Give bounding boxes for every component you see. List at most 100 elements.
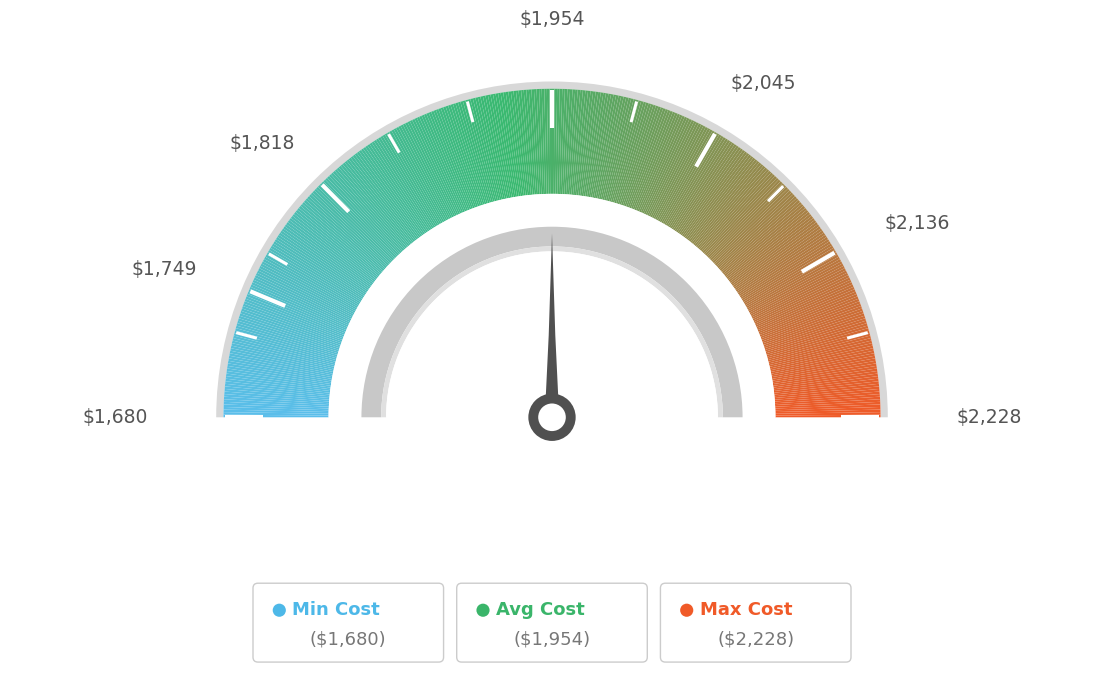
Wedge shape (683, 152, 747, 237)
Wedge shape (312, 190, 391, 264)
Wedge shape (633, 111, 673, 210)
Wedge shape (247, 292, 346, 333)
Wedge shape (747, 257, 840, 310)
Wedge shape (671, 140, 730, 230)
Wedge shape (242, 306, 342, 343)
Wedge shape (734, 226, 820, 289)
Wedge shape (275, 239, 364, 297)
Wedge shape (631, 110, 670, 209)
Wedge shape (296, 210, 379, 277)
Wedge shape (721, 202, 802, 272)
Wedge shape (757, 287, 854, 330)
Wedge shape (765, 321, 867, 353)
Wedge shape (273, 241, 363, 299)
Wedge shape (490, 94, 512, 198)
Wedge shape (448, 105, 482, 206)
Wedge shape (751, 268, 846, 317)
Wedge shape (245, 299, 343, 338)
Wedge shape (224, 400, 329, 407)
Wedge shape (607, 99, 636, 201)
Wedge shape (386, 251, 718, 417)
Wedge shape (774, 379, 879, 393)
Wedge shape (719, 198, 798, 270)
Wedge shape (318, 185, 394, 261)
Wedge shape (234, 331, 337, 360)
Wedge shape (482, 95, 507, 199)
Wedge shape (297, 208, 380, 276)
Wedge shape (735, 230, 824, 292)
Wedge shape (223, 415, 329, 417)
Wedge shape (604, 98, 631, 201)
Wedge shape (428, 112, 469, 210)
Wedge shape (352, 155, 417, 239)
Wedge shape (768, 333, 870, 362)
Wedge shape (731, 220, 816, 284)
Wedge shape (750, 264, 843, 314)
Wedge shape (654, 124, 703, 219)
Wedge shape (675, 143, 734, 232)
Wedge shape (344, 161, 412, 244)
Wedge shape (300, 204, 382, 273)
Wedge shape (277, 235, 367, 295)
Wedge shape (669, 137, 725, 228)
Wedge shape (635, 112, 676, 210)
Wedge shape (761, 301, 860, 340)
Text: $2,045: $2,045 (731, 75, 796, 93)
Wedge shape (450, 104, 485, 205)
Wedge shape (337, 168, 407, 248)
Wedge shape (265, 255, 358, 308)
Wedge shape (539, 89, 545, 194)
Wedge shape (773, 371, 878, 388)
Wedge shape (644, 118, 690, 215)
Wedge shape (426, 112, 468, 211)
Wedge shape (718, 196, 797, 268)
Wedge shape (771, 346, 873, 371)
Wedge shape (233, 338, 336, 365)
Wedge shape (340, 164, 410, 246)
Wedge shape (225, 376, 330, 391)
Wedge shape (774, 382, 879, 395)
Wedge shape (753, 275, 849, 322)
Wedge shape (361, 227, 743, 417)
Wedge shape (351, 156, 416, 241)
Wedge shape (323, 179, 397, 257)
Wedge shape (772, 358, 875, 379)
Wedge shape (310, 193, 389, 266)
Wedge shape (705, 178, 778, 255)
Wedge shape (329, 194, 775, 417)
Wedge shape (618, 104, 651, 204)
Wedge shape (751, 266, 845, 316)
Wedge shape (270, 246, 361, 302)
Wedge shape (224, 391, 329, 402)
Wedge shape (327, 176, 401, 255)
Wedge shape (703, 176, 777, 255)
Wedge shape (261, 264, 354, 314)
Wedge shape (223, 410, 329, 414)
Wedge shape (601, 97, 626, 199)
Wedge shape (723, 206, 805, 275)
Wedge shape (594, 95, 616, 198)
Wedge shape (458, 101, 490, 204)
Wedge shape (384, 133, 439, 225)
Wedge shape (637, 114, 680, 212)
Wedge shape (493, 94, 513, 197)
Wedge shape (775, 400, 880, 407)
Wedge shape (728, 214, 811, 280)
Wedge shape (293, 214, 376, 280)
Wedge shape (774, 386, 880, 398)
Wedge shape (766, 323, 868, 355)
Wedge shape (625, 106, 661, 206)
Wedge shape (629, 109, 668, 208)
Wedge shape (412, 119, 458, 215)
Wedge shape (414, 118, 460, 215)
Wedge shape (767, 328, 869, 358)
Wedge shape (735, 228, 822, 290)
Wedge shape (223, 407, 329, 412)
Wedge shape (661, 130, 714, 223)
Wedge shape (476, 97, 501, 200)
Wedge shape (503, 92, 520, 197)
Wedge shape (597, 95, 622, 199)
Wedge shape (272, 244, 362, 301)
Wedge shape (772, 356, 875, 377)
Wedge shape (662, 132, 716, 224)
